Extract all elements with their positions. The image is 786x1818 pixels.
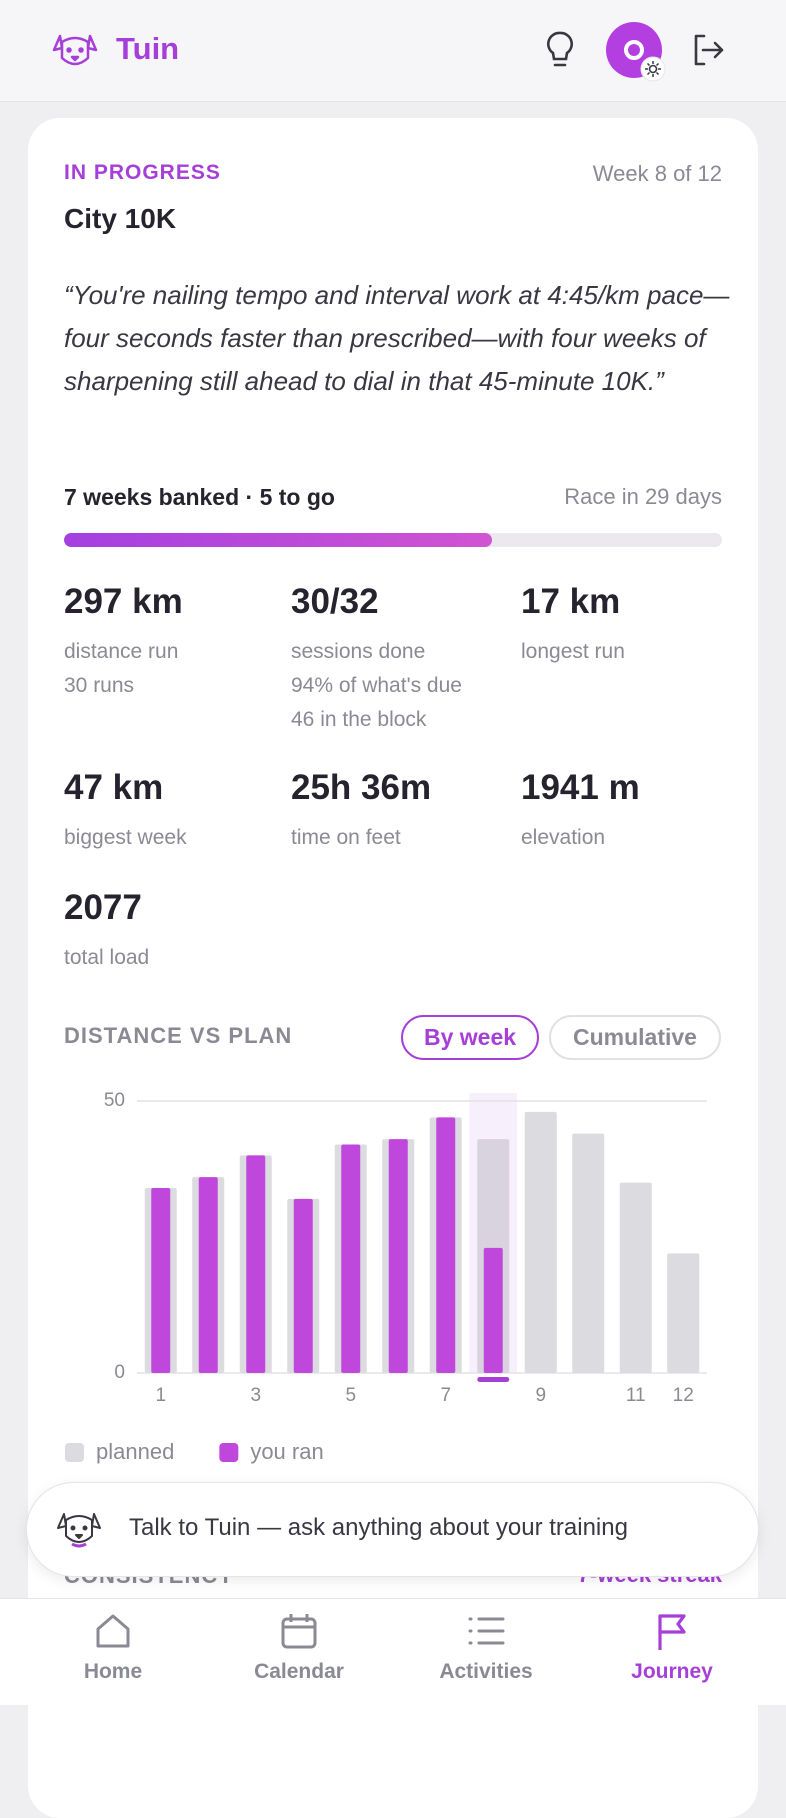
stat-label: longest run (521, 640, 625, 663)
y-tick-label: 50 (104, 1090, 125, 1111)
page: {"header":{"brand":"Tuin"}, "card":{"sta… (0, 20, 786, 1818)
stat-value: 47 km (64, 768, 164, 807)
coach-quote: “You're nailing tempo and interval work … (64, 280, 730, 396)
x-tick-label: 5 (345, 1385, 356, 1406)
brand[interactable]: Tuin (116, 31, 180, 66)
stat-label: time on feet (291, 826, 401, 849)
stat-note: 30 runs (64, 674, 135, 697)
stat-value: 297 km (64, 582, 183, 621)
progress-label: 7 weeks banked · 5 to go (64, 484, 335, 510)
tips-icon[interactable] (544, 30, 576, 70)
legend-swatch (219, 1443, 239, 1462)
nav-home[interactable]: Home (83, 1660, 143, 1683)
stat-value: 17 km (521, 582, 621, 621)
stat-note: 94% of what's due (291, 674, 462, 697)
legend-swatch (65, 1443, 84, 1462)
planned-bar (619, 1182, 652, 1373)
logout-icon[interactable] (690, 32, 726, 68)
ran-bar (293, 1198, 313, 1373)
nav-activities[interactable]: Activities (439, 1660, 533, 1683)
ran-bar (341, 1144, 361, 1373)
chat-bar[interactable] (26, 1482, 759, 1577)
toggle-cumulative[interactable]: Cumulative (549, 1015, 721, 1060)
planned-bar (667, 1253, 700, 1373)
x-tick-label: 9 (535, 1385, 546, 1406)
planned-bar (572, 1133, 605, 1373)
planned-bar (524, 1111, 557, 1373)
logo[interactable] (52, 30, 98, 72)
status: IN PROGRESS (64, 161, 221, 184)
activities-icon[interactable] (466, 1612, 506, 1650)
ran-bar (436, 1117, 456, 1373)
stat-value: 25h 36m (291, 768, 432, 807)
current-week-marker (477, 1377, 510, 1382)
race-title: City 10K (64, 203, 177, 234)
ran-bar (246, 1155, 266, 1373)
stat-label: total load (64, 946, 150, 969)
toggle-by-week[interactable]: By week (401, 1015, 539, 1060)
avatar[interactable] (602, 20, 670, 88)
ran-bar (388, 1139, 408, 1373)
ran-bar (198, 1177, 218, 1373)
progress-track (64, 533, 722, 547)
nav-journey[interactable]: Journey (631, 1660, 713, 1683)
progress-fill (64, 533, 492, 547)
distance-chart: 0 50 1 3 5 7 9 11 12 planned you ran (65, 1090, 707, 1464)
bottom-nav (0, 1598, 786, 1705)
legend-label: planned (96, 1439, 174, 1464)
race-countdown: Race in 29 days (564, 484, 722, 509)
stat-note: 46 in the block (291, 708, 427, 731)
stat-value: 2077 (64, 888, 142, 927)
ran-bar (151, 1188, 171, 1373)
nav-calendar[interactable]: Calendar (254, 1660, 344, 1683)
x-tick-label: 7 (440, 1385, 451, 1406)
stat-label: sessions done (291, 640, 426, 663)
stat-label: biggest week (64, 826, 187, 849)
x-tick-label: 1 (155, 1385, 166, 1406)
home-icon[interactable] (94, 1612, 132, 1650)
calendar-icon[interactable] (280, 1612, 318, 1650)
stat-value: 30/32 (291, 582, 379, 621)
stat-label: elevation (521, 826, 606, 849)
chart-title: DISTANCE VS PLAN (64, 1023, 293, 1048)
legend-label: you ran (250, 1439, 323, 1464)
x-tick-label: 3 (250, 1385, 261, 1406)
chat-prompt[interactable]: Talk to Tuin — ask anything about your t… (129, 1514, 628, 1541)
stat-value: 1941 m (521, 768, 640, 807)
x-tick-label: 11 (626, 1385, 646, 1406)
y-tick-label: 0 (114, 1362, 125, 1383)
journey-icon[interactable] (654, 1612, 690, 1652)
stat-label: distance run (64, 640, 179, 663)
ran-bar (483, 1247, 503, 1373)
x-tick-label: 12 (673, 1385, 694, 1406)
week: Week 8 of 12 (592, 161, 722, 186)
chat-icon (57, 1513, 101, 1548)
